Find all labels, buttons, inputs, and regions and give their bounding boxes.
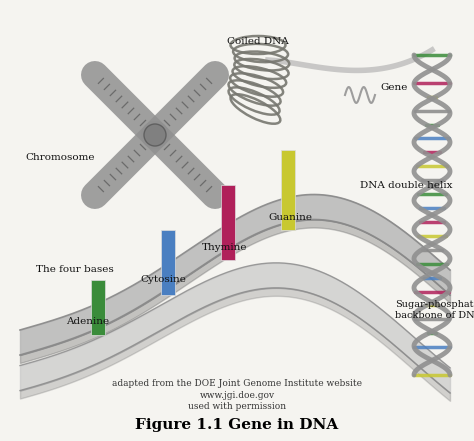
Text: Gene: Gene bbox=[380, 83, 407, 93]
Ellipse shape bbox=[144, 124, 166, 146]
Text: adapted from the DOE Joint Genome Institute website
www.jgi.doe.gov
used with pe: adapted from the DOE Joint Genome Instit… bbox=[112, 379, 362, 411]
Text: Cytosine: Cytosine bbox=[140, 276, 186, 284]
Bar bbox=[161, 230, 175, 295]
Text: Guanine: Guanine bbox=[268, 213, 312, 223]
Bar bbox=[221, 185, 235, 260]
Text: Thymine: Thymine bbox=[202, 243, 248, 253]
Text: Chromosome: Chromosome bbox=[25, 153, 95, 162]
Bar bbox=[281, 150, 295, 230]
Bar bbox=[91, 280, 105, 335]
Text: The four bases: The four bases bbox=[36, 265, 114, 274]
Text: Sugar-phosphate
backbone of DNA: Sugar-phosphate backbone of DNA bbox=[395, 300, 474, 320]
Text: Adenine: Adenine bbox=[66, 318, 109, 326]
Text: DNA double helix: DNA double helix bbox=[360, 180, 453, 190]
Text: Figure 1.1 Gene in DNA: Figure 1.1 Gene in DNA bbox=[136, 418, 338, 432]
Text: Coiled DNA: Coiled DNA bbox=[227, 37, 289, 46]
